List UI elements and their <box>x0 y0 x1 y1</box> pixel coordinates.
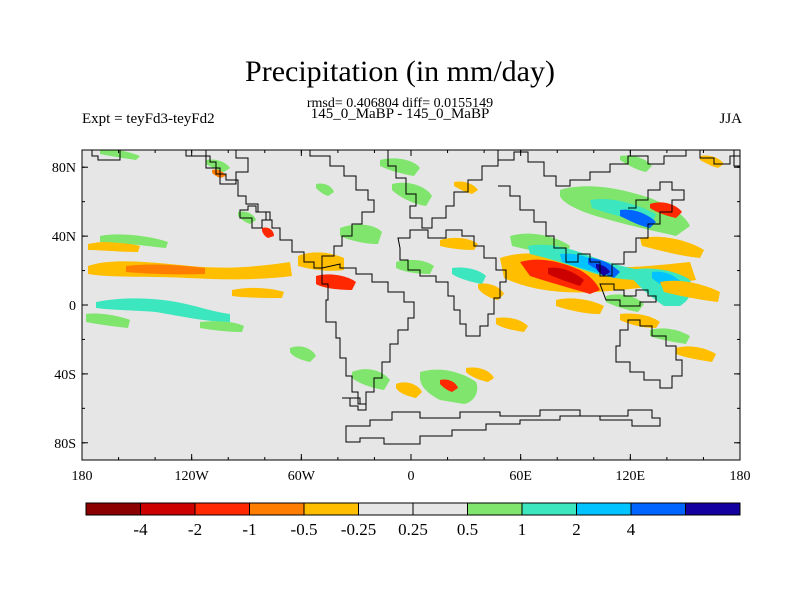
colorbar-swatch <box>685 502 741 516</box>
plot-subtitle: rmsd= 0.406804 diff= 0.0155149 <box>306 96 494 111</box>
coastline-australia <box>615 319 683 389</box>
coastline-indonesia <box>599 283 657 307</box>
period-label: 145_0_MaBP - 145_0_MaBP <box>310 106 490 122</box>
colorbar-swatch <box>358 502 414 516</box>
anomaly-patch <box>478 283 504 300</box>
colorbar-swatch <box>576 502 632 516</box>
anomaly-patch <box>298 252 344 271</box>
season-label: JJA <box>719 111 742 127</box>
coastline-greenland-north <box>733 150 740 167</box>
anomaly-patch <box>560 253 606 274</box>
anomaly-patch <box>700 155 724 168</box>
anomaly-patch <box>88 241 140 252</box>
x-tick-label: 180 <box>72 469 93 484</box>
anomaly-patch <box>676 346 716 362</box>
colorbar-label: -1 <box>242 520 256 539</box>
anomaly-patch <box>316 183 334 196</box>
x-tick-label: 60W <box>288 469 316 484</box>
anomaly-patch <box>548 267 584 286</box>
anomaly-patch <box>316 274 356 290</box>
x-tick-label: 60E <box>509 469 532 484</box>
colorbar-swatch <box>303 502 359 516</box>
coastline-gulf <box>239 205 271 229</box>
coastline-africa <box>397 229 507 337</box>
coastline-antarctic-peninsula <box>342 397 367 411</box>
colorbar-swatch <box>85 502 141 516</box>
anomaly-patch <box>206 159 230 172</box>
plot-title: Precipitation (in mm/day) <box>245 55 555 88</box>
anomaly-patch <box>454 181 478 194</box>
anomaly-patch <box>440 237 478 250</box>
anomaly-patch <box>96 298 230 322</box>
x-tick-label: 120E <box>616 469 646 484</box>
coastlines <box>91 150 740 445</box>
anomaly-patch <box>606 294 644 312</box>
anomaly-patch <box>396 259 434 274</box>
anomaly-patch <box>466 367 494 382</box>
anomaly-patch <box>452 267 486 284</box>
colorbar-label: -0.5 <box>291 520 318 539</box>
coastline-greenland <box>205 150 249 185</box>
anomaly-patch <box>340 224 382 244</box>
anomaly-patch <box>126 264 205 275</box>
colorbar-label: -4 <box>133 520 148 539</box>
anomaly-patch <box>650 202 682 218</box>
anomaly-patch <box>396 382 422 398</box>
colorbar-swatch <box>467 502 523 516</box>
anomaly-patch <box>640 236 704 258</box>
colorbar-label: -2 <box>188 520 202 539</box>
anomaly-patch <box>556 298 604 314</box>
anomaly-patch <box>262 227 274 238</box>
colorbar-label: 2 <box>572 520 581 539</box>
colorbar: -4 -2 -1 -0.5 -0.25 0.25 0.5 1 2 4 <box>85 502 741 539</box>
coastline-antarctica <box>345 409 661 445</box>
anomaly-patch <box>620 209 656 228</box>
x-tick-label: 0 <box>408 469 415 484</box>
colorbar-label: 0.25 <box>398 520 428 539</box>
anomaly-patch <box>496 317 528 332</box>
anomaly-patch <box>86 313 130 328</box>
colorbar-swatch <box>140 502 196 516</box>
y-tick-label: 40S <box>54 368 76 383</box>
y-tick-label: 80N <box>52 161 76 176</box>
anomaly-patch <box>232 287 284 298</box>
colorbar-swatch <box>630 502 686 516</box>
anomaly-patch <box>290 346 316 362</box>
anomaly-patch <box>380 158 420 176</box>
colorbar-label: 1 <box>518 520 527 539</box>
colorbar-label: 0.5 <box>457 520 478 539</box>
anomaly-patch <box>200 321 244 332</box>
y-tick-label: 40N <box>52 230 76 245</box>
colorbar-label: -0.25 <box>341 520 376 539</box>
anomaly-patch <box>440 379 458 392</box>
anomaly-patch <box>660 280 720 302</box>
coastline-south-america <box>321 263 415 405</box>
x-axis: 180 120W 60W 0 60E 120E 180 <box>72 150 751 484</box>
x-tick-label: 180 <box>730 469 751 484</box>
colorbar-label: 4 <box>627 520 636 539</box>
experiment-label: Expt = teyFd3-teyFd2 <box>82 111 215 127</box>
y-axis: 80N 40N 0 40S 80S <box>52 161 740 452</box>
colorbar-swatch <box>521 502 577 516</box>
colorbar-swatch <box>194 502 250 516</box>
coastline-europe <box>387 150 499 229</box>
y-tick-label: 80S <box>54 437 76 452</box>
anomaly-patch <box>100 234 168 248</box>
anomaly-patch <box>352 369 390 390</box>
anomaly-patch <box>650 328 690 344</box>
colorbar-swatch <box>249 502 305 516</box>
y-tick-label: 0 <box>69 299 76 314</box>
colorbar-swatch <box>412 502 468 516</box>
coastline-asia <box>497 150 740 277</box>
x-tick-label: 120W <box>175 469 210 484</box>
